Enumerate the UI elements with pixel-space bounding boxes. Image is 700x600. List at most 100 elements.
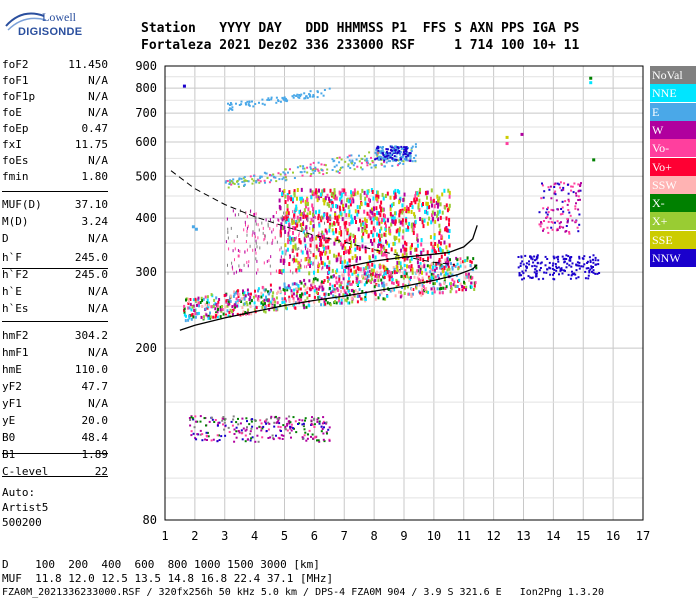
echo-f-trace xyxy=(260,291,263,295)
echo-spread-f xyxy=(333,188,336,193)
echo-e-layer xyxy=(301,423,304,426)
echo-third-hop xyxy=(261,98,264,101)
echo-e-layer xyxy=(322,438,325,441)
echo-second-hop xyxy=(347,163,350,166)
echo-e-layer xyxy=(292,416,295,419)
echo-oblique xyxy=(558,273,560,276)
echo-second-hop xyxy=(241,180,244,183)
echo-f-trace xyxy=(418,272,421,276)
x-tick-label: 1 xyxy=(161,529,168,543)
echo-spread-f xyxy=(314,215,316,219)
echo-f-trace xyxy=(454,284,457,288)
echo-f-trace xyxy=(281,297,284,301)
echo-third-hop xyxy=(228,107,231,110)
echo-spread-f xyxy=(437,247,440,252)
echo-spread-f xyxy=(238,213,240,217)
echo-second-hop xyxy=(339,168,342,171)
echo-second-hop xyxy=(252,179,255,182)
echo-f-trace xyxy=(222,312,225,316)
echo-f-trace xyxy=(247,308,250,312)
echo-second-hop xyxy=(337,170,339,173)
echo-spread-f xyxy=(255,241,257,245)
echo-f-trace xyxy=(422,285,425,289)
echo-spread-f xyxy=(315,236,318,241)
echo-f-trace xyxy=(226,309,229,313)
echo-oblique xyxy=(521,278,524,281)
echo-f-trace xyxy=(241,297,243,301)
echo-second-hop xyxy=(322,173,325,176)
echo-second-hop xyxy=(282,171,285,174)
echo-spread-f xyxy=(328,215,331,220)
echo-spread-f xyxy=(246,260,248,264)
echo-f-trace xyxy=(443,281,446,285)
echo-spread-f xyxy=(275,269,277,273)
echo-f-trace xyxy=(402,271,405,275)
echo-third-hop xyxy=(316,91,319,94)
echo-f-trace xyxy=(392,281,395,285)
echo-spread-f xyxy=(423,218,426,223)
echo-spread-f xyxy=(370,239,372,243)
echo-f-trace xyxy=(406,285,409,289)
echo-f-trace xyxy=(452,263,455,267)
echo-f-trace xyxy=(458,257,460,261)
echo-f-trace xyxy=(283,300,286,304)
echo-oblique xyxy=(569,257,572,260)
echo-e-layer xyxy=(249,430,252,433)
echo-f-trace xyxy=(398,290,400,294)
echo-spread-f xyxy=(328,260,331,265)
echo-second-hop xyxy=(390,146,393,149)
echo-second-hop xyxy=(246,180,249,182)
echo-f-trace xyxy=(455,274,458,278)
echo-spread-f xyxy=(361,235,364,240)
echo-spread-f xyxy=(300,227,303,231)
echo-spread-f xyxy=(315,255,318,260)
profile-curve-2 xyxy=(344,225,478,268)
echo-second-hop xyxy=(309,166,312,169)
echo-spread-f xyxy=(399,209,402,213)
echo-spread-f xyxy=(411,243,413,248)
echo-f-trace xyxy=(273,308,276,312)
echo-third-hop xyxy=(247,103,250,106)
echo-oblique xyxy=(571,219,574,222)
echo-spread-f xyxy=(370,230,373,235)
echo-spread-f xyxy=(435,250,437,255)
echo-spread-f xyxy=(233,271,235,275)
y-tick-label: 300 xyxy=(135,265,157,279)
echo-f-trace xyxy=(225,315,228,319)
echo-spread-f xyxy=(249,244,251,248)
echo-second-hop xyxy=(403,158,406,161)
echo-spread-f xyxy=(262,226,264,230)
echo-f-trace xyxy=(293,288,295,292)
echo-oblique xyxy=(549,217,552,220)
echo-spread-f xyxy=(278,188,281,192)
echo-spread-f xyxy=(375,194,378,199)
echo-f-trace xyxy=(450,287,453,291)
echo-f-trace xyxy=(299,280,302,284)
echo-spread-f xyxy=(353,270,356,275)
echo-spread-f xyxy=(280,270,281,274)
echo-spread-f xyxy=(359,196,362,201)
echo-spread-f xyxy=(377,211,380,216)
echo-e-layer xyxy=(301,438,304,440)
echo-e-layer xyxy=(193,426,196,429)
echo-f-trace xyxy=(323,300,326,303)
echo-spread-f xyxy=(324,198,326,203)
echo-e-layer xyxy=(194,415,197,418)
echo-f-trace xyxy=(393,288,396,292)
echo-third-hop xyxy=(246,100,249,103)
echo-f-trace xyxy=(441,291,444,295)
echo-spread-f xyxy=(269,264,271,268)
echo-f-trace xyxy=(432,282,435,286)
echo-f-trace xyxy=(383,271,386,275)
echo-second-hop xyxy=(377,150,380,153)
echo-spread-f xyxy=(351,199,353,204)
echo-oblique xyxy=(566,221,569,224)
echo-f-trace xyxy=(268,302,271,306)
echo-second-hop xyxy=(257,179,260,182)
auto-label: Auto: xyxy=(2,486,36,499)
echo-oblique xyxy=(546,208,549,211)
echo-spread-f xyxy=(231,261,233,265)
echo-e-layer xyxy=(310,419,313,422)
echo-f-trace xyxy=(232,294,235,298)
echo-f-trace xyxy=(308,279,311,283)
